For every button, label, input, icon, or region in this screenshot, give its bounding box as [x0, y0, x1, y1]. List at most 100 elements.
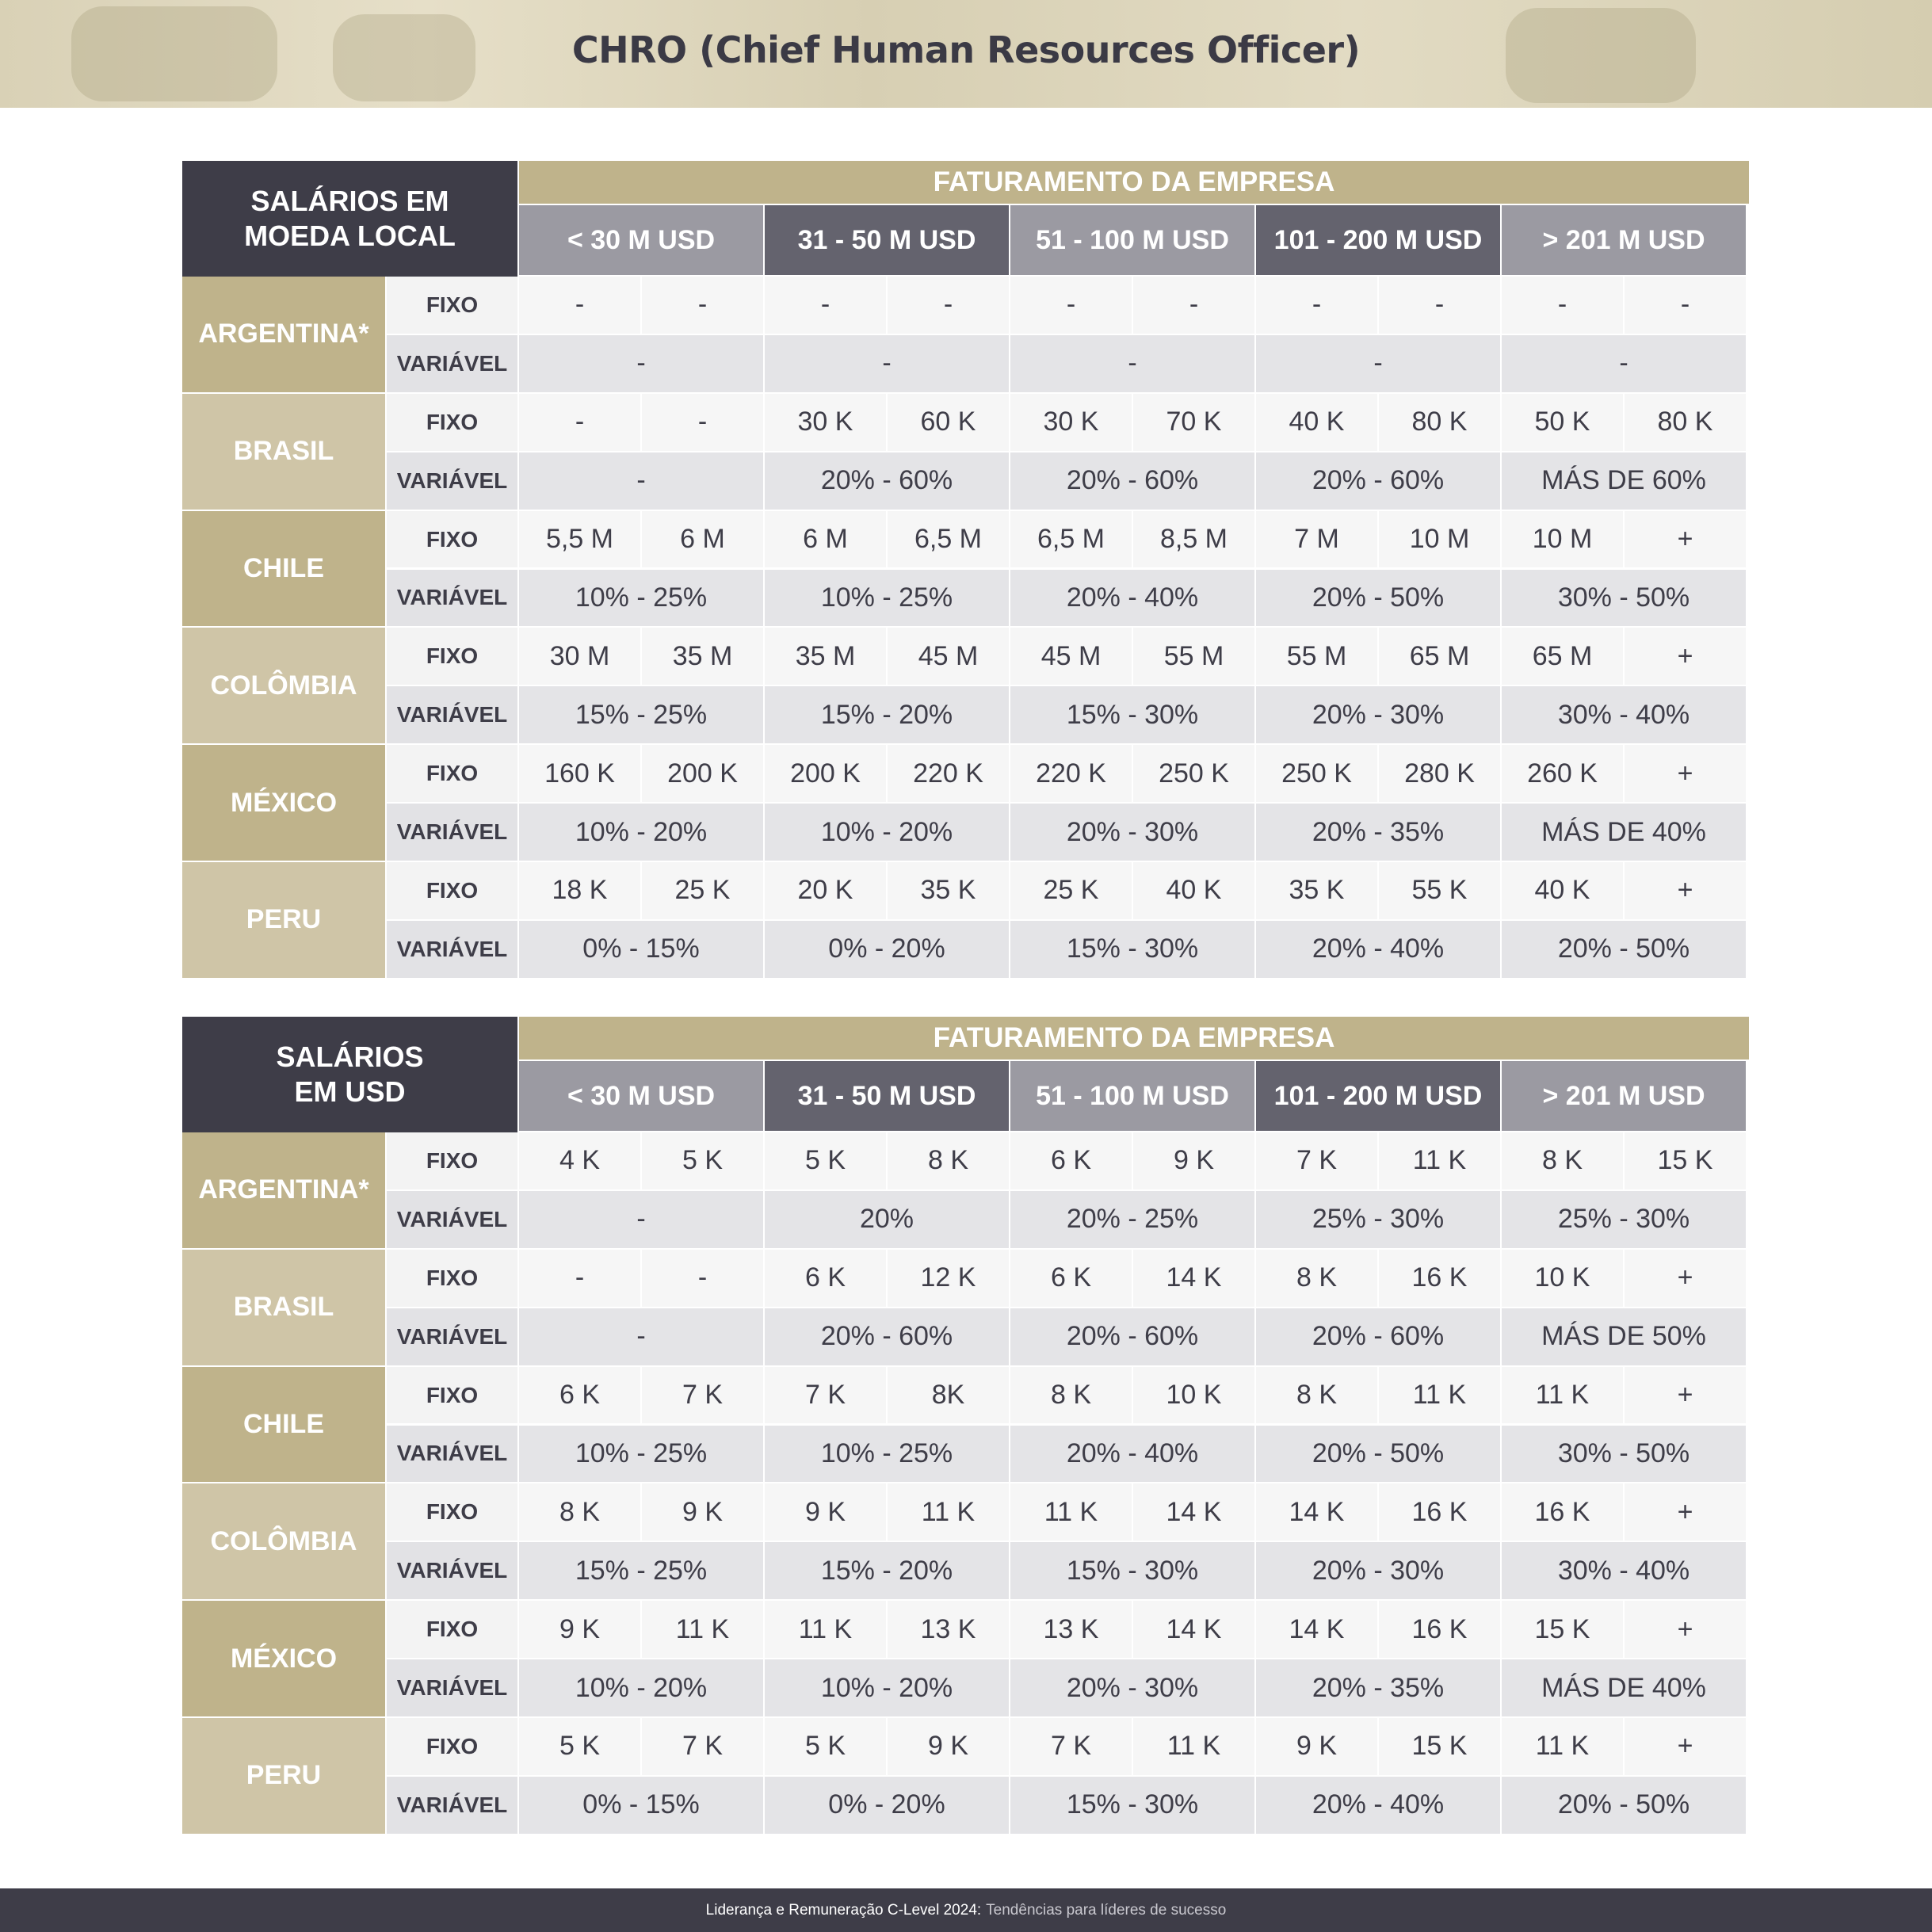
corner-line: SALÁRIOS EM [250, 185, 449, 217]
fixo-value: 65 M [1379, 628, 1500, 685]
fixo-value: 80 K [1625, 393, 1746, 451]
fixo-value: 11 K [1502, 1718, 1623, 1775]
fixo-value: 9 K [1133, 1132, 1254, 1189]
fixo-value: 220 K [1010, 745, 1132, 803]
revenue-header: FATURAMENTO DA EMPRESA [519, 161, 1749, 204]
country-label: BRASIL [182, 393, 385, 510]
fixo-value: 7 K [1010, 1718, 1132, 1775]
variavel-value: 20% - 60% [765, 1308, 1009, 1365]
fixo-value: 10 M [1502, 510, 1623, 568]
variavel-value: 20% - 50% [1502, 1776, 1746, 1834]
salary-table-local: SALÁRIOS EM MOEDA LOCAL FATURAMENTO DA EMP… [182, 161, 1749, 981]
fixo-value: 11 K [642, 1601, 763, 1659]
variavel-value: 0% - 15% [519, 1776, 763, 1834]
fixo-value: 8,5 M [1133, 510, 1254, 568]
fixo-value: 160 K [519, 745, 640, 803]
fixo-value: 5,5 M [519, 510, 640, 568]
corner-line: EM USD [294, 1075, 406, 1108]
fixo-value: 13 K [1010, 1601, 1132, 1659]
variavel-value: 0% - 20% [765, 920, 1009, 978]
page-title: CHRO (Chief Human Resources Officer) [571, 29, 1361, 71]
variavel-value: 20% - 30% [1256, 1542, 1500, 1600]
variavel-label: VARIÁVEL [387, 569, 517, 627]
fixo-value: - [519, 277, 640, 334]
fixo-value: 9 K [765, 1483, 886, 1541]
fixo-value: 40 K [1502, 862, 1623, 919]
country-label: MÉXICO [182, 745, 385, 861]
fixo-label: FIXO [387, 862, 517, 919]
variavel-value: 30% - 50% [1502, 1425, 1746, 1483]
fixo-value: + [1625, 1366, 1746, 1424]
fixo-value: - [642, 277, 763, 334]
variavel-value: 20% - 60% [1010, 1308, 1254, 1365]
fixo-value: 15 K [1502, 1601, 1623, 1659]
variavel-value: 10% - 25% [765, 569, 1009, 627]
variavel-value: 10% - 20% [519, 1659, 763, 1716]
fixo-value: 9 K [888, 1718, 1009, 1775]
variavel-value: MÁS DE 40% [1502, 804, 1746, 861]
revenue-band-header: 51 - 100 M USD [1010, 1061, 1254, 1131]
variavel-value: 0% - 15% [519, 920, 763, 978]
header-banner: CHRO (Chief Human Resources Officer) [0, 0, 1932, 108]
fixo-label: FIXO [387, 1601, 517, 1659]
fixo-label: FIXO [387, 510, 517, 568]
fixo-value: 9 K [642, 1483, 763, 1541]
fixo-value: 35 M [765, 628, 886, 685]
variavel-value: MÁS DE 40% [1502, 1659, 1746, 1716]
variavel-value: 10% - 20% [765, 1659, 1009, 1716]
fixo-value: 7 K [642, 1366, 763, 1424]
fixo-value: 18 K [519, 862, 640, 919]
fixo-label: FIXO [387, 393, 517, 451]
variavel-value: 15% - 25% [519, 1542, 763, 1600]
revenue-band-header: > 201 M USD [1502, 205, 1746, 275]
variavel-value: 20% - 60% [1256, 1308, 1500, 1365]
revenue-band-header: < 30 M USD [519, 1061, 763, 1131]
fixo-value: 10 K [1133, 1366, 1254, 1424]
fixo-value: 15 K [1625, 1132, 1746, 1189]
fixo-label: FIXO [387, 1366, 517, 1424]
fixo-value: 30 K [765, 393, 886, 451]
fixo-value: 6 K [1010, 1132, 1132, 1189]
fixo-value: - [1625, 277, 1746, 334]
revenue-band-header: 51 - 100 M USD [1010, 205, 1254, 275]
table-corner-label: SALÁRIOS EM MOEDA LOCAL [182, 161, 517, 277]
fixo-value: 40 K [1256, 393, 1377, 451]
fixo-value: 35 M [642, 628, 763, 685]
variavel-value: MÁS DE 50% [1502, 1308, 1746, 1365]
variavel-value: 30% - 50% [1502, 569, 1746, 627]
variavel-value: 15% - 30% [1010, 920, 1254, 978]
fixo-value: 14 K [1256, 1601, 1377, 1659]
variavel-label: VARIÁVEL [387, 1542, 517, 1600]
fixo-value: 11 K [1379, 1132, 1500, 1189]
fixo-value: 40 K [1133, 862, 1254, 919]
banner-decoration [71, 6, 277, 101]
variavel-value: 15% - 20% [765, 1542, 1009, 1600]
variavel-value: 10% - 25% [519, 1425, 763, 1483]
variavel-value: - [519, 1308, 763, 1365]
fixo-value: + [1625, 1483, 1746, 1541]
variavel-value: 15% - 30% [1010, 1542, 1254, 1600]
fixo-value: 11 K [1502, 1366, 1623, 1424]
fixo-value: 14 K [1133, 1601, 1254, 1659]
variavel-value: 25% - 30% [1256, 1190, 1500, 1248]
variavel-value: - [1256, 334, 1500, 392]
fixo-value: 11 K [765, 1601, 886, 1659]
variavel-value: - [765, 334, 1009, 392]
revenue-band-header: 31 - 50 M USD [765, 1061, 1009, 1131]
fixo-value: 55 M [1256, 628, 1377, 685]
fixo-value: 25 K [1010, 862, 1132, 919]
fixo-value: 80 K [1379, 393, 1500, 451]
variavel-value: 20% - 25% [1010, 1190, 1254, 1248]
fixo-value: 30 M [519, 628, 640, 685]
fixo-value: 14 K [1133, 1483, 1254, 1541]
fixo-value: - [519, 393, 640, 451]
fixo-label: FIXO [387, 1718, 517, 1775]
revenue-band-header: 31 - 50 M USD [765, 205, 1009, 275]
variavel-value: 20% - 50% [1256, 1425, 1500, 1483]
fixo-value: 16 K [1379, 1601, 1500, 1659]
variavel-label: VARIÁVEL [387, 1776, 517, 1834]
fixo-value: + [1625, 1601, 1746, 1659]
variavel-label: VARIÁVEL [387, 686, 517, 744]
fixo-value: 6,5 M [888, 510, 1009, 568]
fixo-value: 8 K [1256, 1249, 1377, 1307]
